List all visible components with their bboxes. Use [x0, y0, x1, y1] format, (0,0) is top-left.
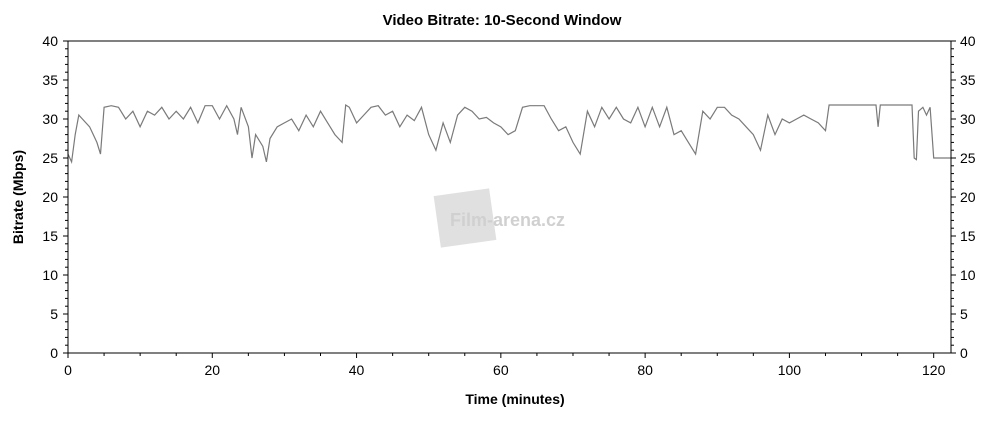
y-tick-label-right: 0 — [960, 345, 968, 361]
x-axis-label: Time (minutes) — [465, 391, 564, 407]
y-tick-label-left: 15 — [42, 228, 58, 244]
y-axis-label: Bitrate (Mbps) — [10, 150, 26, 244]
y-tick-label-left: 35 — [42, 72, 58, 88]
x-tick-label: 20 — [204, 362, 220, 378]
y-tick-label-left: 0 — [50, 345, 58, 361]
plot-frame — [67, 40, 952, 354]
y-tick-label-left: 30 — [42, 111, 58, 127]
x-tick-label: 120 — [922, 362, 946, 378]
y-tick-label-right: 25 — [960, 150, 976, 166]
series — [67, 103, 951, 165]
watermark-logo: Film-arena.cz — [433, 188, 565, 248]
y-tick-label-left: 10 — [42, 267, 58, 283]
y-tick-label-right: 5 — [960, 306, 968, 322]
bitrate-line — [67, 103, 951, 165]
x-tick-label: 80 — [637, 362, 653, 378]
x-tick-label: 60 — [493, 362, 509, 378]
y-tick-label-right: 15 — [960, 228, 976, 244]
y-tick-label-left: 25 — [42, 150, 58, 166]
y-tick-label-right: 35 — [960, 72, 976, 88]
y-tick-label-right: 30 — [960, 111, 976, 127]
chart-title: Video Bitrate: 10-Second Window — [383, 12, 622, 29]
watermark-text: Film-arena.cz — [450, 210, 565, 230]
y-tick-label-right: 10 — [960, 267, 976, 283]
y-tick-label-left: 40 — [42, 33, 58, 49]
y-tick-label-left: 5 — [50, 306, 58, 322]
x-tick-label: 0 — [64, 362, 72, 378]
y-tick-label-right: 40 — [960, 33, 976, 49]
x-tick-label: 40 — [349, 362, 365, 378]
y-tick-label-right: 20 — [960, 189, 976, 205]
x-tick-label: 100 — [778, 362, 802, 378]
y-tick-label-left: 20 — [42, 189, 58, 205]
